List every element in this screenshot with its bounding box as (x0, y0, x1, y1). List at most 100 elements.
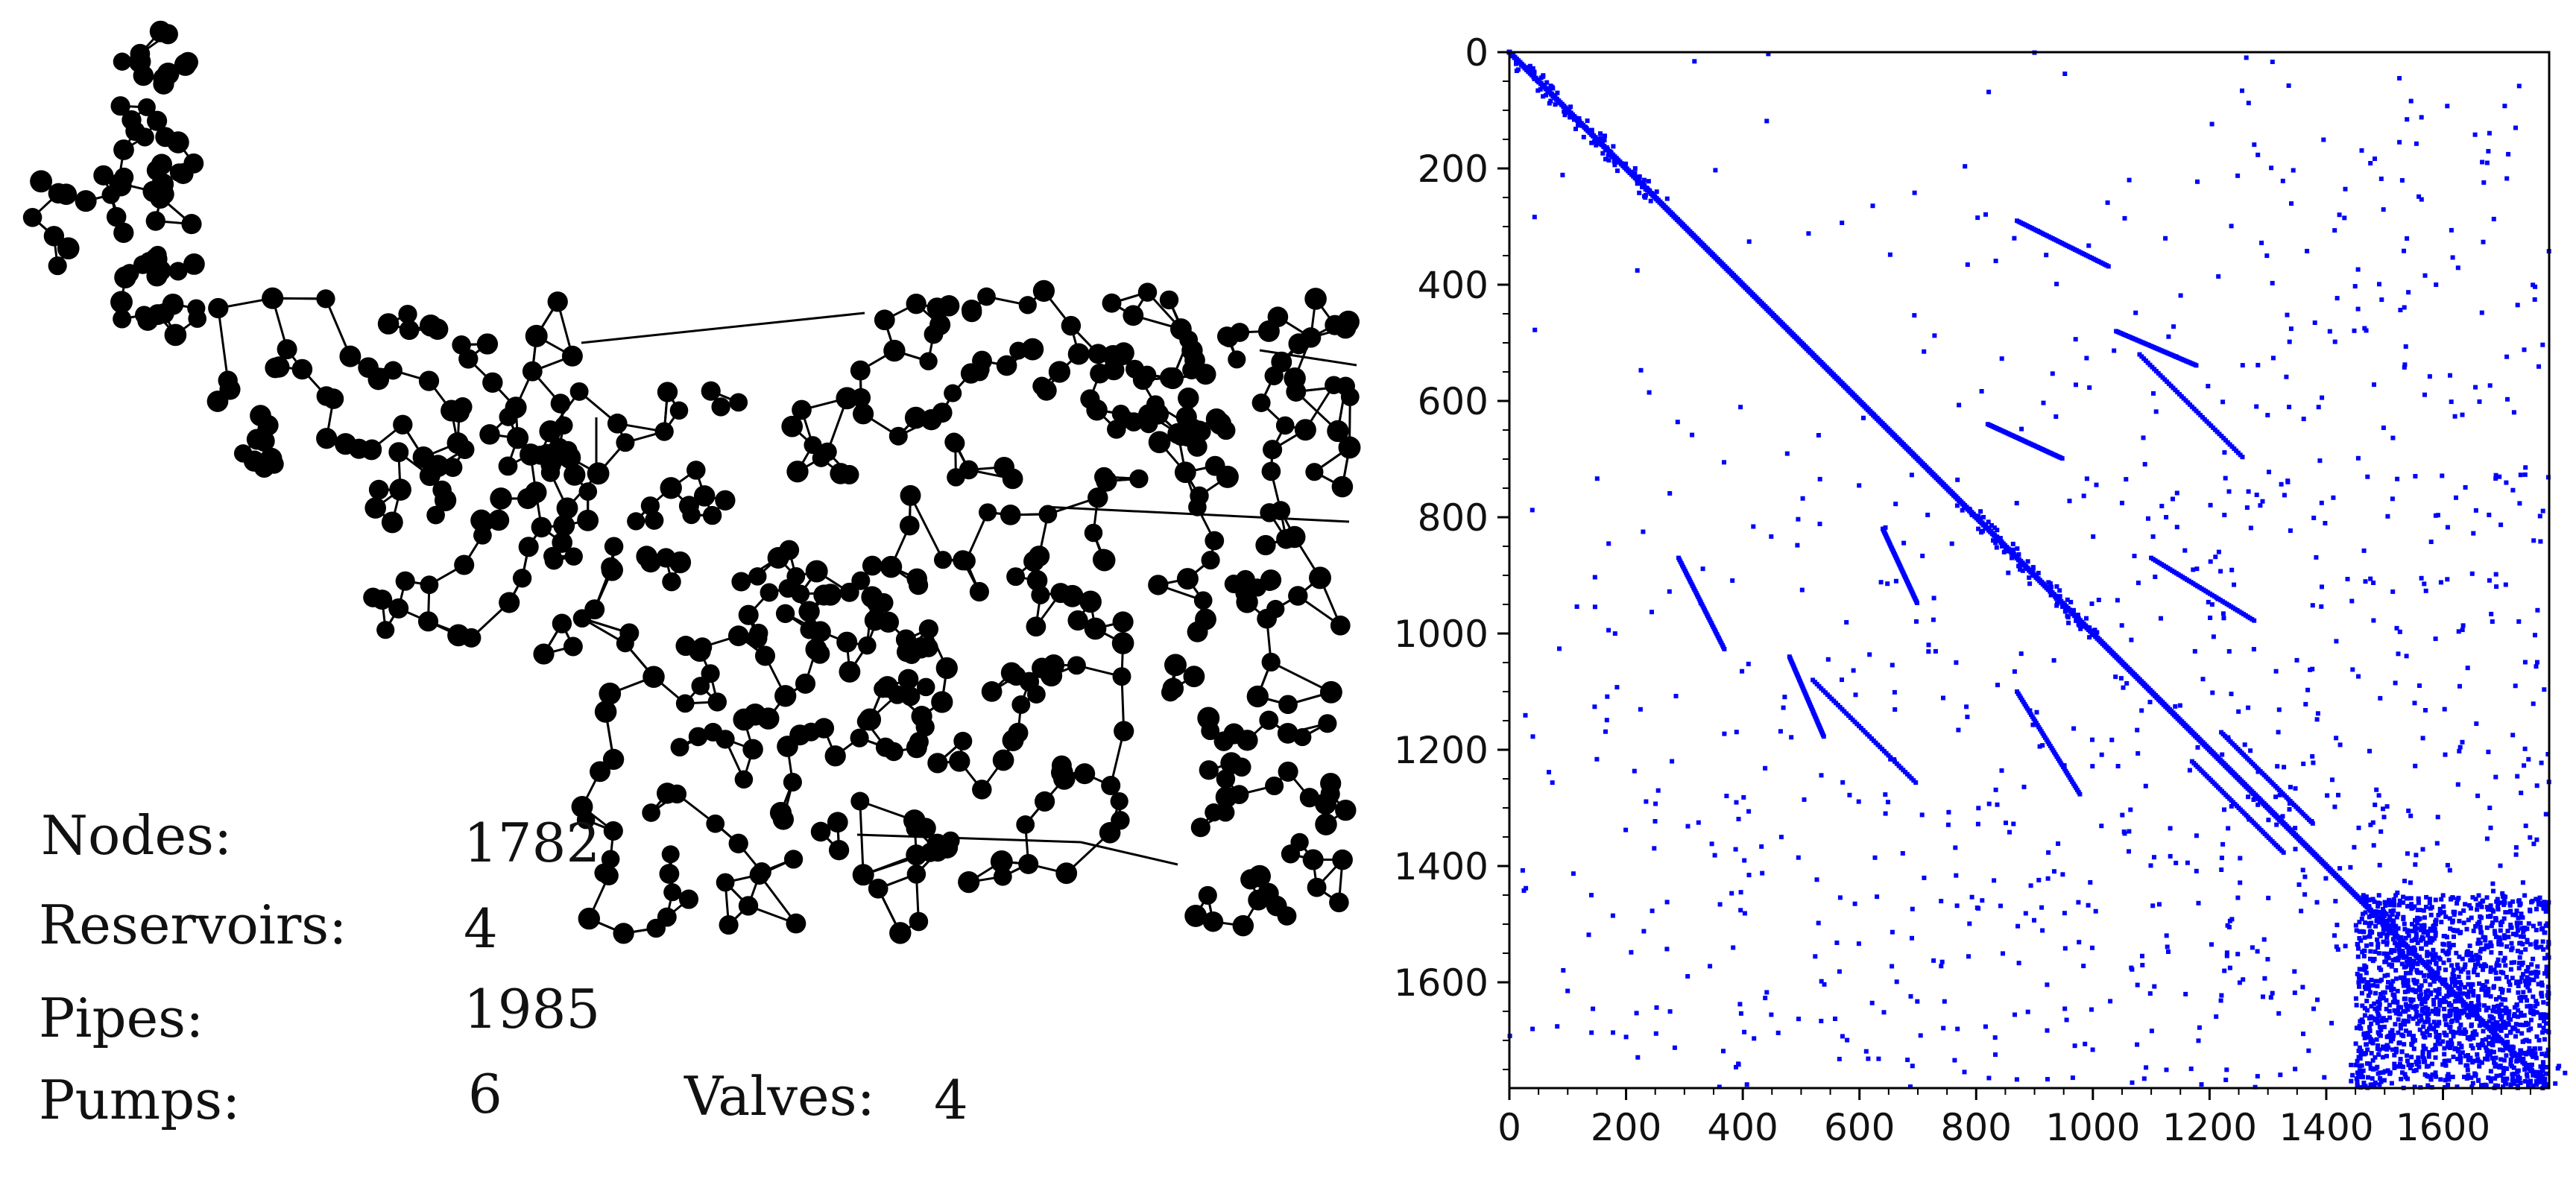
matrix-entry (2401, 979, 2406, 984)
network-node (947, 468, 965, 487)
matrix-entry (2394, 625, 2399, 630)
network-node (563, 636, 583, 657)
matrix-entry (2433, 513, 2438, 518)
matrix-entry (2270, 280, 2275, 285)
matrix-entry (1995, 528, 2000, 533)
matrix-entry (2032, 917, 2036, 923)
matrix-entry (2557, 1064, 2562, 1069)
matrix-entry (1844, 620, 1849, 625)
network-node (757, 707, 780, 730)
matrix-entry (2350, 1072, 2355, 1078)
network-node (727, 625, 749, 647)
matrix-entry (2073, 337, 2078, 342)
matrix-entry (2486, 1052, 2491, 1057)
matrix-entry (2075, 613, 2080, 618)
matrix-entry (2396, 946, 2402, 952)
matrix-entry (2244, 55, 2249, 60)
matrix-entry (2411, 1016, 2416, 1021)
matrix-entry (2486, 1005, 2491, 1011)
matrix-entry (2489, 1025, 2494, 1031)
matrix-entry (1653, 1031, 1658, 1036)
matrix-entry (1986, 1075, 1992, 1081)
matrix-entry (2074, 618, 2079, 623)
matrix-entry (2415, 920, 2420, 926)
network-node (1110, 792, 1128, 811)
matrix-entry (2027, 575, 2032, 581)
matrix-entry (2408, 951, 2413, 956)
network-node (587, 462, 610, 485)
network-node (1286, 382, 1307, 402)
matrix-entry (2153, 409, 2159, 414)
matrix-entry (2531, 923, 2536, 929)
network-node (525, 324, 548, 347)
matrix-entry (2060, 872, 2065, 877)
network-node (1325, 376, 1343, 394)
network-node (149, 259, 171, 282)
network-node (1216, 769, 1236, 788)
matrix-entry (1544, 80, 1550, 85)
matrix-entry (1892, 689, 1897, 695)
matrix-entry (2171, 496, 2175, 502)
network-node (926, 297, 947, 318)
matrix-entry (2399, 961, 2405, 967)
matrix-entry (2353, 996, 2358, 1001)
network-node (1193, 591, 1213, 610)
network-node (691, 677, 710, 695)
matrix-entry (1532, 69, 1537, 75)
matrix-entry (2499, 1017, 2504, 1022)
matrix-entry (1611, 1030, 1615, 1035)
matrix-entry (2534, 837, 2539, 842)
matrix-entry (2434, 995, 2440, 1000)
network-node (57, 237, 80, 260)
matrix-entry (2498, 1073, 2504, 1078)
matrix-entry (2473, 508, 2478, 513)
matrix-entry (2396, 1030, 2401, 1035)
matrix-entry (2413, 917, 2418, 923)
matrix-entry (1746, 661, 1751, 666)
matrix-entry (2354, 928, 2359, 933)
network-node (1161, 683, 1180, 702)
matrix-entry (2080, 624, 2086, 629)
matrix-entry (2488, 965, 2493, 970)
matrix-entry (2378, 695, 2383, 701)
matrix-entry (2010, 551, 2015, 556)
matrix-entry (2235, 173, 2241, 178)
matrix-entry (2443, 752, 2448, 757)
matrix-entry (1995, 534, 2000, 540)
matrix-entry (1641, 529, 1646, 534)
matrix-entry (1781, 705, 1786, 710)
pipe-link (856, 833, 1082, 844)
matrix-entry (2453, 979, 2458, 985)
matrix-entry (2163, 236, 2168, 241)
matrix-entry (1955, 477, 1960, 482)
network-node (114, 266, 136, 288)
matrix-entry (2443, 1078, 2448, 1083)
matrix-entry (2413, 763, 2418, 768)
matrix-entry (2555, 1066, 2560, 1071)
matrix-entry (2099, 752, 2104, 757)
network-node (1148, 575, 1169, 595)
matrix-entry (2531, 1083, 2536, 1088)
matrix-entry (2519, 911, 2524, 917)
matrix-entry (2467, 903, 2472, 908)
matrix-entry (2387, 1002, 2392, 1008)
matrix-entry (1722, 460, 1726, 465)
matrix-entry (1910, 935, 1914, 941)
matrix-entry (1875, 894, 1880, 900)
matrix-entry (1638, 367, 1644, 373)
matrix-entry (2402, 305, 2407, 310)
matrix-entry (2220, 399, 2226, 405)
matrix-entry (1994, 545, 1999, 550)
matrix-entry (2019, 563, 2024, 567)
matrix-entry (1698, 601, 1703, 606)
matrix-entry (2012, 669, 2017, 674)
matrix-entry (2209, 942, 2214, 947)
matrix-entry (2466, 982, 2471, 987)
matrix-entry (1603, 729, 1608, 734)
matrix-entry (2494, 996, 2498, 1002)
network-node (1002, 468, 1023, 490)
matrix-entry (2174, 525, 2179, 530)
matrix-entry (2358, 1045, 2362, 1050)
matrix-entry (1967, 921, 1972, 926)
matrix-entry (2449, 1020, 2454, 1025)
